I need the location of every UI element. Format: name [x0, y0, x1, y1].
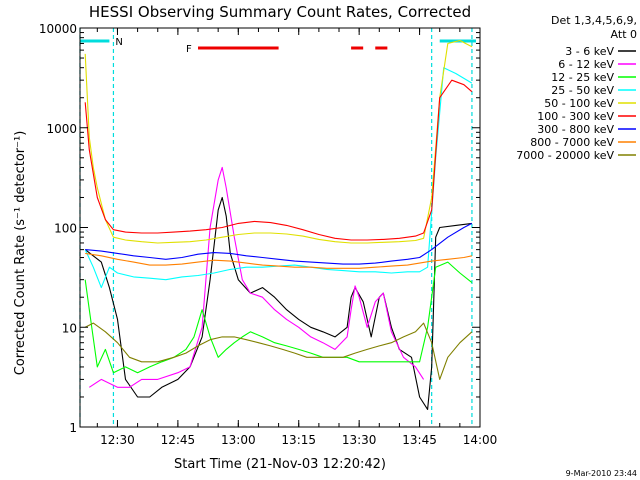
- series-line-0: [84, 196, 472, 410]
- legend-label-5: 100 - 300 keV: [537, 110, 614, 123]
- legend-label-2: 12 - 25 keV: [551, 71, 614, 84]
- chart-title: HESSI Observing Summary Count Rates, Cor…: [89, 3, 471, 21]
- legend-label-0: 3 - 6 keV: [565, 45, 614, 58]
- series-line-4: [84, 39, 473, 244]
- footer-date: 9-Mar-2010 23:44: [566, 469, 637, 478]
- series-line-1: [88, 166, 425, 388]
- series-line-7: [85, 252, 473, 269]
- y-tick-label-4: 10000: [39, 22, 77, 36]
- x-axis-label: Start Time (21-Nov-03 12:20:42): [174, 457, 386, 472]
- x-tick-label-2: 13:00: [221, 433, 256, 447]
- legend-label-1: 6 - 12 keV: [558, 58, 614, 71]
- legend-label-8: 7000 - 20000 keV: [516, 149, 614, 162]
- flare-label: F: [186, 44, 192, 55]
- legend-label-3: 25 - 50 keV: [551, 84, 614, 97]
- x-tick-label-0: 12:30: [100, 433, 135, 447]
- x-tick-label-3: 13:15: [281, 433, 316, 447]
- legend-header-line-1: Det 1,3,4,5,6,9,: [551, 14, 637, 27]
- plot-series: [84, 39, 473, 410]
- y-tick-label-0: 1: [69, 421, 77, 435]
- legend-label-6: 300 - 800 keV: [537, 123, 614, 136]
- x-tick-label-4: 13:30: [342, 433, 377, 447]
- night-label: N: [115, 37, 122, 48]
- y-tick-label-2: 100: [54, 222, 77, 236]
- plot-frame: [79, 27, 481, 428]
- y-axis-label: Corrected Count Rate (s⁻¹ detector⁻¹): [13, 131, 28, 376]
- series-line-6: [85, 222, 473, 265]
- series-line-5: [84, 79, 473, 241]
- night-flare-annotations: NF: [79, 28, 476, 427]
- legend-header-line-2: Att 0: [611, 28, 637, 41]
- axis-ticks: 12:30 12:45 13:00 13:15 13:30 13:45 14:00 1 10 10…: [39, 22, 497, 447]
- x-tick-label-5: 13:45: [402, 433, 437, 447]
- legend-label-4: 50 - 100 keV: [544, 97, 614, 110]
- y-tick-label-3: 1000: [46, 122, 77, 136]
- series-line-8: [84, 322, 473, 380]
- series-line-3: [84, 67, 473, 289]
- x-tick-label-1: 12:45: [161, 433, 196, 447]
- legend-label-7: 800 - 7000 keV: [530, 136, 614, 149]
- y-tick-label-1: 10: [62, 321, 77, 335]
- x-tick-label-6: 14:00: [463, 433, 498, 447]
- series-line-2: [84, 261, 473, 374]
